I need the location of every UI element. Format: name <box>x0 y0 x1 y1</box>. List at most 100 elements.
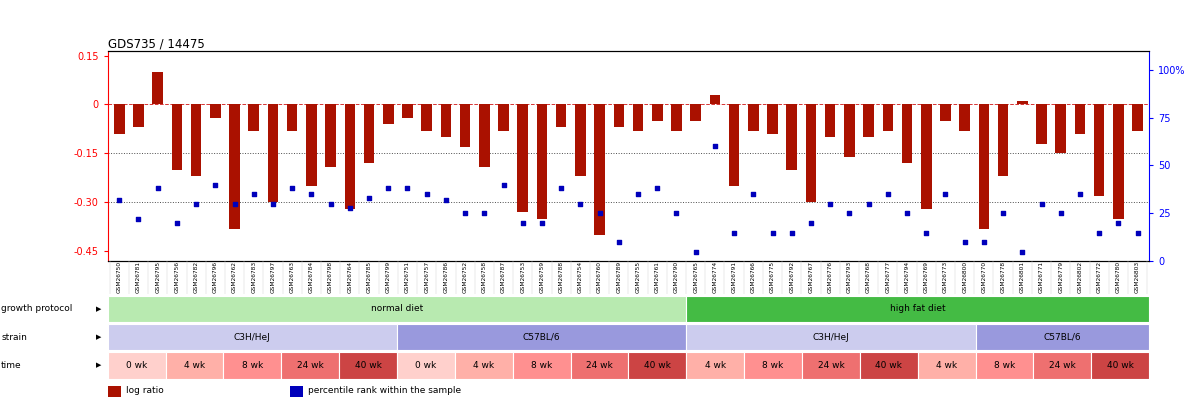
Bar <box>1017 101 1027 104</box>
Text: GSM26774: GSM26774 <box>712 261 717 293</box>
Point <box>282 185 302 192</box>
Bar <box>397 324 686 350</box>
Text: percentile rank within the sample: percentile rank within the sample <box>308 386 461 395</box>
Point <box>648 185 667 192</box>
Text: GSM26751: GSM26751 <box>405 261 409 293</box>
Text: 0 wk: 0 wk <box>415 361 437 370</box>
Text: GSM26761: GSM26761 <box>655 261 660 293</box>
Point <box>898 210 917 217</box>
Bar <box>339 352 397 379</box>
Point <box>129 216 148 222</box>
Point <box>148 185 168 192</box>
Text: GSM26796: GSM26796 <box>213 261 218 293</box>
Bar <box>1132 104 1143 131</box>
Text: GSM26768: GSM26768 <box>867 261 871 293</box>
Point <box>244 191 263 198</box>
Text: growth protocol: growth protocol <box>1 304 73 313</box>
Bar <box>652 104 662 121</box>
Bar <box>786 104 797 170</box>
Text: 4 wk: 4 wk <box>473 361 494 370</box>
Text: GSM26795: GSM26795 <box>156 261 160 293</box>
Text: 0 wk: 0 wk <box>126 361 147 370</box>
Bar <box>460 104 470 147</box>
Point <box>628 191 648 198</box>
Text: 8 wk: 8 wk <box>994 361 1015 370</box>
Text: GSM26802: GSM26802 <box>1077 261 1082 293</box>
Text: GSM26767: GSM26767 <box>808 261 814 293</box>
Text: ▶: ▶ <box>97 306 102 312</box>
Bar <box>345 104 356 209</box>
Text: ▶: ▶ <box>97 334 102 340</box>
Bar <box>979 104 989 228</box>
Bar <box>595 104 604 235</box>
Text: GSM26755: GSM26755 <box>636 261 640 293</box>
Bar <box>1092 352 1149 379</box>
Text: time: time <box>1 361 22 370</box>
Text: GSM26756: GSM26756 <box>175 261 180 293</box>
Text: GSM26790: GSM26790 <box>674 261 679 293</box>
Bar <box>959 104 970 131</box>
Point <box>571 200 590 207</box>
Bar <box>767 104 778 134</box>
Bar <box>1113 104 1124 219</box>
Text: 8 wk: 8 wk <box>762 361 784 370</box>
Text: 4 wk: 4 wk <box>936 361 958 370</box>
Bar <box>290 386 303 397</box>
Text: GSM26780: GSM26780 <box>1116 261 1120 293</box>
Text: GSM26757: GSM26757 <box>424 261 430 293</box>
Point <box>782 229 801 236</box>
Text: GSM26758: GSM26758 <box>482 261 487 293</box>
Bar <box>397 352 455 379</box>
Bar <box>748 104 759 131</box>
Text: GSM26770: GSM26770 <box>982 261 986 293</box>
Bar <box>745 352 802 379</box>
Text: strain: strain <box>1 333 28 342</box>
Point <box>686 248 705 255</box>
Point <box>340 205 359 211</box>
Text: GSM26763: GSM26763 <box>290 261 294 293</box>
Bar <box>440 104 451 137</box>
Point <box>225 200 244 207</box>
Text: C57BL/6: C57BL/6 <box>523 333 560 342</box>
Point <box>840 210 859 217</box>
Text: GSM26764: GSM26764 <box>347 261 352 293</box>
Text: GSM26793: GSM26793 <box>847 261 852 293</box>
Point <box>724 229 743 236</box>
Point <box>1108 220 1128 226</box>
Bar <box>1094 104 1105 196</box>
Point <box>1032 200 1051 207</box>
Text: 24 wk: 24 wk <box>818 361 844 370</box>
Point <box>417 191 436 198</box>
Text: GSM26800: GSM26800 <box>962 261 967 293</box>
Bar <box>1033 352 1092 379</box>
Text: 8 wk: 8 wk <box>242 361 263 370</box>
Text: GSM26766: GSM26766 <box>751 261 755 293</box>
Point <box>974 239 994 245</box>
Bar <box>571 352 628 379</box>
Text: ▶: ▶ <box>97 362 102 369</box>
Text: C3H/HeJ: C3H/HeJ <box>813 333 850 342</box>
Text: GSM26786: GSM26786 <box>443 261 449 293</box>
Bar <box>306 104 317 186</box>
Point <box>533 220 552 226</box>
Bar <box>114 104 124 134</box>
Bar <box>281 352 339 379</box>
Bar <box>498 104 509 131</box>
Text: GSM26750: GSM26750 <box>117 261 122 293</box>
Text: log ratio: log ratio <box>126 386 164 395</box>
Text: high fat diet: high fat diet <box>889 304 946 313</box>
Text: GSM26754: GSM26754 <box>578 261 583 293</box>
Point <box>994 210 1013 217</box>
Bar <box>108 352 165 379</box>
Text: GSM26759: GSM26759 <box>540 261 545 293</box>
Bar <box>882 104 893 131</box>
Bar <box>230 104 239 228</box>
Bar <box>614 104 624 127</box>
Text: GSM26776: GSM26776 <box>827 261 833 293</box>
Point <box>955 239 974 245</box>
Text: GSM26773: GSM26773 <box>943 261 948 293</box>
Bar <box>517 104 528 212</box>
Point <box>609 239 628 245</box>
Text: GSM26762: GSM26762 <box>232 261 237 293</box>
Text: GSM26777: GSM26777 <box>886 261 891 293</box>
